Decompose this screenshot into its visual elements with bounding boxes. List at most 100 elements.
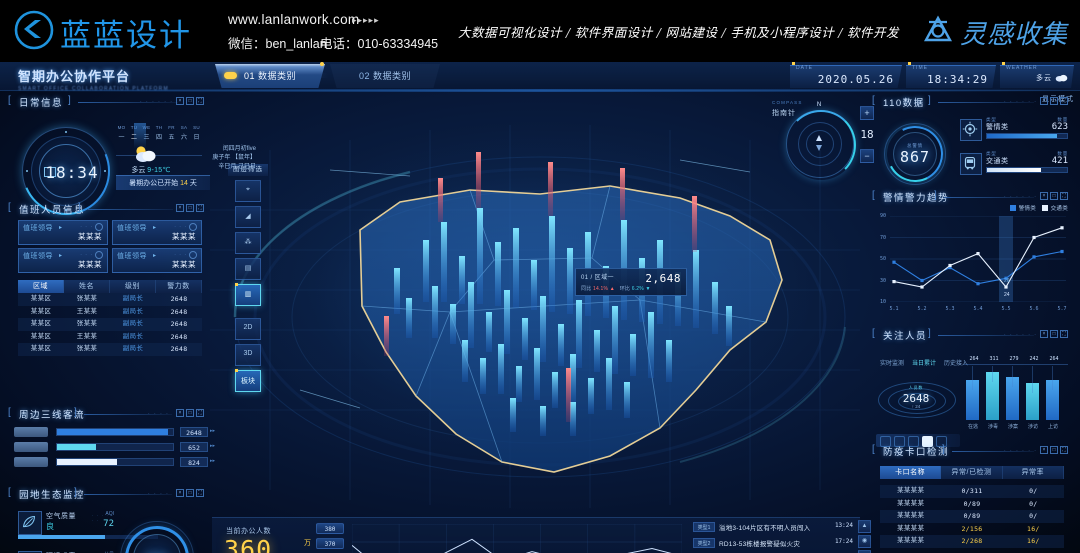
cell-detected: 0/311	[961, 487, 983, 495]
map-zoom-control[interactable]: + 18 −	[860, 106, 874, 163]
window-close-button[interactable]: ×	[176, 409, 184, 417]
column-header[interactable]: 异常/已检测	[941, 466, 1003, 479]
window-close-button[interactable]: ×	[1040, 330, 1048, 338]
window-max-button[interactable]: □	[1050, 330, 1058, 338]
table-row[interactable]: 某某某某 2/156 16/	[880, 523, 1064, 536]
cell-detected: 0/89	[963, 499, 981, 508]
map-visualization[interactable]: 01 / 区域一 2,648 同比 14.1% ▲ 环比 6.2% ▼	[210, 90, 860, 515]
focus-tabs[interactable]: 实时监测 当日累计 历史接入	[880, 358, 976, 367]
duty-card[interactable]: 值班领导 ▸ · · · 某某某	[112, 248, 202, 273]
edit-icon[interactable]	[894, 436, 905, 447]
zoom-out-button[interactable]: −	[860, 149, 874, 163]
column-header[interactable]: 姓名	[64, 280, 110, 293]
focus-tab[interactable]: 历史接入	[944, 361, 969, 367]
window-max-button[interactable]: □	[186, 204, 194, 212]
table-row[interactable]: 某某区 张某某 副局长 2648	[18, 343, 202, 356]
zoom-in-button[interactable]: +	[860, 106, 874, 120]
grid-icon[interactable]: ▤	[235, 258, 261, 280]
bar-label: 涉毒	[987, 424, 998, 430]
window-max-button[interactable]: □	[1050, 97, 1058, 105]
cluster-icon[interactable]: ⁂	[235, 232, 261, 254]
service-item: 软件界面设计	[574, 25, 653, 40]
inspiration-brand: 灵感收集	[960, 20, 1069, 50]
weekday-cn: 三	[143, 135, 150, 141]
alert-scroll-up-button[interactable]: ▲	[858, 520, 871, 533]
window-max-button[interactable]: □	[186, 489, 194, 497]
focus-icon-bar[interactable]	[876, 434, 960, 447]
table-row[interactable]: 某某某某 0/311 0/	[880, 485, 1064, 498]
alert-nav[interactable]: ▲ ◉ ▼	[858, 520, 871, 553]
alert-scroll-down-button[interactable]: ▼	[858, 550, 871, 553]
window-full-button[interactable]: ⛶	[196, 204, 204, 212]
tab-data-category-02[interactable]: 02 数据类别	[330, 64, 440, 88]
window-full-button[interactable]: ⛶	[196, 97, 204, 105]
window-full-button[interactable]: ⛶	[1060, 97, 1068, 105]
window-close-button[interactable]: ×	[176, 489, 184, 497]
tooltip-value: 2,648	[645, 272, 681, 285]
window-max-button[interactable]: □	[186, 409, 194, 417]
table-row[interactable]: 某某某某 0/89 0/	[880, 510, 1064, 523]
window-full-button[interactable]: ⛶	[196, 489, 204, 497]
cell-region: 某某区	[30, 332, 52, 340]
column-icon[interactable]: ▥	[235, 283, 261, 306]
table-row[interactable]: 某某区 王某某 副局长 2648	[18, 331, 202, 344]
focus-tab[interactable]: 实时监测	[880, 361, 905, 367]
panel-focus-person: [ 关注人员 ] · · · · · · × □ ⛶ 实时监测 当日累计 历史接入 …	[872, 328, 1072, 447]
map-layer-toolbar[interactable]: 图层筛选 ⌖ ◢ ⁂ ▤ ▥ 2D 3D 板块	[228, 164, 268, 396]
map-view-3d-button[interactable]: 3D	[235, 344, 261, 366]
flow-row: 2648 ▸▸	[8, 427, 215, 438]
calendar-weekdays-cn: 一二三四五六日	[116, 132, 202, 141]
window-full-button[interactable]: ⛶	[1060, 330, 1068, 338]
panel-header: [ 周边三线客流 ] · · · · × □ ⛶	[8, 407, 208, 421]
window-close-button[interactable]: ×	[176, 97, 184, 105]
lanlan-logo-icon	[14, 10, 54, 50]
person-icon[interactable]	[922, 436, 933, 447]
table-row[interactable]: 某某区 张某某 副局长 2648	[18, 293, 202, 306]
cell-checkpoint: 某某某某	[897, 512, 925, 519]
map-view-block-button[interactable]: 板块	[235, 369, 261, 392]
alert-row[interactable]: 类型2 RD13-53栋楼报警疑似火灾 17:24	[693, 536, 853, 552]
table-row[interactable]: 某某区 张某某 副局长 2648	[18, 318, 202, 331]
holiday-suffix: 天	[189, 180, 197, 187]
duty-card[interactable]: 值班领导 ▸ · · · 某某某	[18, 248, 108, 273]
alert-row[interactable]: 类型1 溢地3-104片区有不明人员闯入 13:24	[693, 520, 853, 536]
window-full-button[interactable]: ⛶	[1060, 446, 1068, 454]
window-close-button[interactable]: ×	[1040, 97, 1048, 105]
column-header[interactable]: 区域	[18, 280, 64, 293]
duty-card[interactable]: 值班领导 ▸ · · · 某某某	[18, 220, 108, 245]
panel-checkpoint: [ 防疫卡口检测 ] · · · · · · × □ ⛶ 卡口名称 异常/已检测异…	[872, 444, 1072, 553]
duty-card[interactable]: 值班领导 ▸ · · · 某某某	[112, 220, 202, 245]
window-close-button[interactable]: ×	[176, 204, 184, 212]
focus-tab[interactable]: 当日累计	[912, 361, 937, 367]
window-max-button[interactable]: □	[186, 97, 194, 105]
cloud-icon[interactable]	[880, 436, 891, 447]
services-list: 大数据可视化设计 / 软件界面设计 / 网站建设 / 手机及小程序设计 / 软件开发	[458, 25, 899, 40]
window-max-button[interactable]: □	[1050, 446, 1058, 454]
window-close-button[interactable]: ×	[1040, 446, 1048, 454]
table-body: 某某区 张某某 副局长 2648 某某区 王某某 副局长 2648 某某区 张某某 副局长 2648 某…	[18, 293, 202, 356]
compass-north-label: N	[816, 102, 822, 108]
cell-count: 2648	[170, 295, 188, 303]
list-icon[interactable]	[936, 436, 947, 447]
cell-detected: 0/89	[963, 512, 981, 520]
target-icon[interactable]	[908, 436, 919, 447]
alert-locate-button[interactable]: ◉	[858, 535, 871, 548]
column-header[interactable]: 异常率	[1002, 466, 1064, 479]
table-row[interactable]: 某某某某 2/268 16/	[880, 535, 1064, 548]
column-header[interactable]: 卡口名称	[880, 466, 942, 479]
window-close-button[interactable]: ×	[1040, 192, 1048, 200]
column-header[interactable]: 警力数	[156, 280, 202, 293]
map-compass[interactable]: COMPASS 指南针 N	[770, 100, 868, 184]
map-view-2d-button[interactable]: 2D	[235, 318, 261, 340]
table-row[interactable]: 某某区 王某某 副局长 2648	[18, 306, 202, 319]
site-url[interactable]: www.lanlanwork.com	[228, 12, 360, 27]
window-full-button[interactable]: ⛶	[1060, 192, 1068, 200]
table-row[interactable]: 某某某某 0/89 0/	[880, 498, 1064, 511]
window-full-button[interactable]: ⛶	[196, 409, 204, 417]
panel-body: 总警情 867 类型 警情类 数量 623 类	[872, 109, 1072, 190]
pin-icon[interactable]: ⌖	[235, 180, 261, 202]
window-max-button[interactable]: □	[1050, 192, 1058, 200]
bar-value: 279	[1009, 356, 1019, 362]
heat-icon[interactable]: ◢	[235, 206, 261, 228]
column-header[interactable]: 级别	[110, 280, 156, 293]
